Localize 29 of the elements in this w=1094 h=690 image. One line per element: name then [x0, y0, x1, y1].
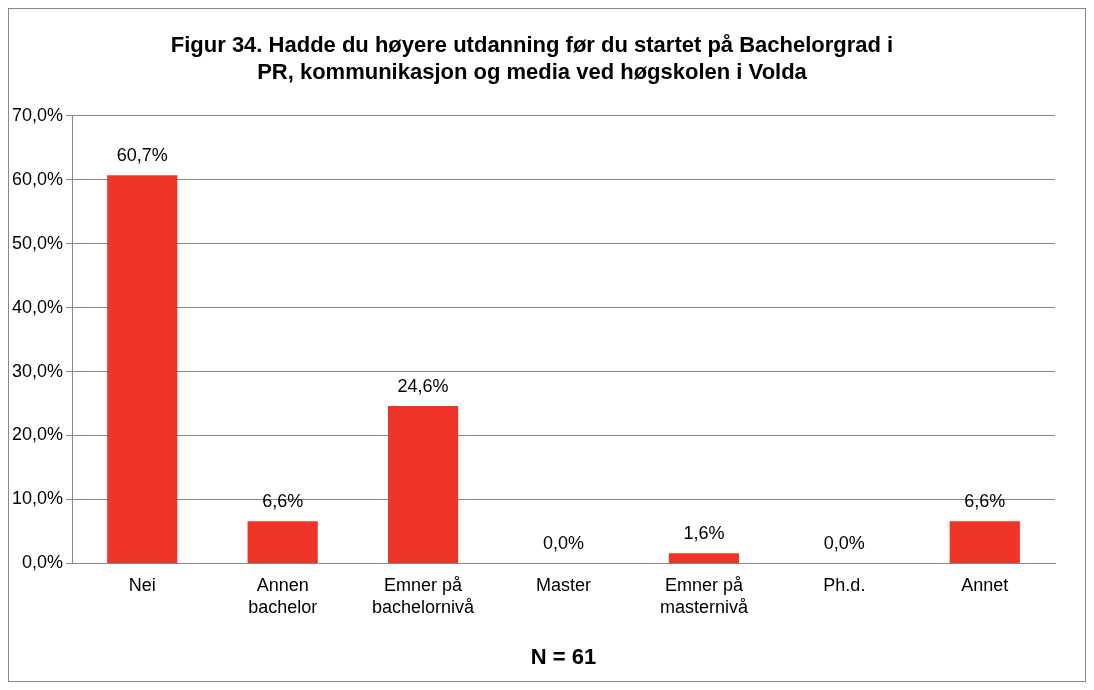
x-tick-label: Emner på masternivå: [659, 575, 749, 617]
y-tick-label: 0,0%: [22, 552, 64, 573]
y-tick-label: 20,0%: [11, 424, 64, 445]
bar: [247, 521, 318, 563]
bar: [387, 406, 459, 563]
x-tick-label: Master: [536, 575, 592, 596]
x-axis-title: N = 61: [530, 643, 597, 669]
x-tick-label: Emner på bachelornivå: [372, 575, 476, 617]
data-label: 24,6%: [397, 376, 449, 397]
bar: [949, 521, 1020, 563]
y-tick-label: 30,0%: [11, 360, 64, 381]
y-tick-label: 60,0%: [11, 168, 64, 189]
data-label: 60,7%: [116, 145, 168, 166]
x-tick-label: Annen bachelor: [248, 575, 318, 617]
y-tick-label: 70,0%: [11, 104, 64, 125]
data-label: 6,6%: [262, 491, 304, 512]
bar: [668, 553, 740, 563]
x-tick-label: Annet: [961, 575, 1009, 596]
x-tick-label: Ph.d.: [823, 575, 866, 596]
data-label: 1,6%: [683, 523, 725, 544]
y-tick-label: 50,0%: [11, 232, 64, 253]
y-tick-label: 10,0%: [11, 488, 64, 509]
data-label: 6,6%: [964, 491, 1006, 512]
x-tick-label: Nei: [128, 575, 156, 596]
bar: [107, 175, 178, 563]
chart-title: Figur 34. Hadde du høyere utdanning før du startet på Bachelorgrad i PR, kommunikasjon og media ved høgskolen i Volda: [170, 32, 894, 84]
y-tick-label: 40,0%: [11, 296, 64, 317]
data-label: 0,0%: [823, 533, 865, 554]
data-label: 0,0%: [543, 533, 585, 554]
